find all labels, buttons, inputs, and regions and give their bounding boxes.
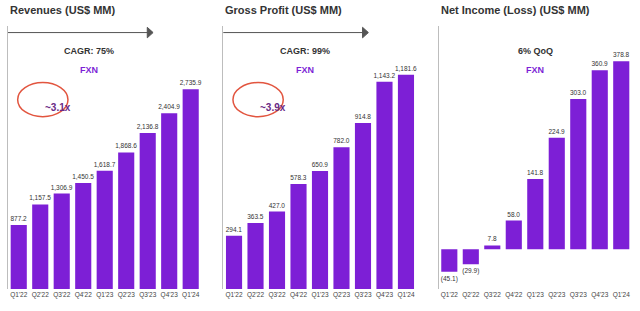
- svg-text:Revenues (US$ MM): Revenues (US$ MM): [10, 4, 115, 16]
- svg-text:427.0: 427.0: [269, 202, 286, 209]
- svg-text:Q4'23: Q4'23: [161, 291, 179, 299]
- svg-text:Q2'22: Q2'22: [247, 291, 265, 299]
- svg-text:Q2'22: Q2'22: [32, 291, 50, 299]
- svg-text:378.8: 378.8: [613, 51, 630, 58]
- svg-text:FXN: FXN: [80, 65, 98, 75]
- svg-text:6% QoQ: 6% QoQ: [518, 46, 553, 56]
- svg-text:224.9: 224.9: [548, 128, 565, 135]
- svg-text:Q1'24: Q1'24: [182, 291, 200, 299]
- svg-text:360.9: 360.9: [591, 60, 608, 67]
- svg-text:1,618.7: 1,618.7: [94, 161, 116, 168]
- svg-text:877.2: 877.2: [10, 215, 27, 222]
- svg-text:~3.9x: ~3.9x: [260, 102, 286, 113]
- svg-text:1,306.9: 1,306.9: [51, 184, 73, 191]
- svg-text:Q1'23: Q1'23: [96, 291, 114, 299]
- svg-text:650.9: 650.9: [312, 161, 329, 168]
- svg-text:Q1'23: Q1'23: [527, 291, 545, 299]
- svg-text:303.0: 303.0: [570, 89, 587, 96]
- svg-text:2,735.9: 2,735.9: [180, 79, 202, 86]
- svg-text:Q1'24: Q1'24: [613, 291, 631, 299]
- svg-text:Q4'22: Q4'22: [290, 291, 308, 299]
- svg-text:2,404.9: 2,404.9: [158, 103, 180, 110]
- svg-text:(45.1): (45.1): [441, 275, 458, 283]
- svg-text:Q3'23: Q3'23: [139, 291, 157, 299]
- svg-text:Q3'23: Q3'23: [570, 291, 588, 299]
- svg-text:Q3'23: Q3'23: [354, 291, 372, 299]
- svg-text:FXN: FXN: [296, 65, 314, 75]
- svg-text:782.0: 782.0: [333, 137, 350, 144]
- svg-text:FXN: FXN: [526, 65, 544, 75]
- svg-text:Gross Profit (US$ MM): Gross Profit (US$ MM): [225, 4, 342, 16]
- svg-text:Q4'22: Q4'22: [505, 291, 523, 299]
- svg-text:~3.1x: ~3.1x: [45, 102, 71, 113]
- svg-text:Q3'22: Q3'22: [484, 291, 502, 299]
- svg-text:1,868.6: 1,868.6: [115, 142, 137, 149]
- svg-text:58.0: 58.0: [507, 211, 520, 218]
- svg-text:Q2'23: Q2'23: [548, 291, 566, 299]
- svg-text:Q2'23: Q2'23: [333, 291, 351, 299]
- svg-text:141.8: 141.8: [527, 169, 544, 176]
- svg-text:1,157.5: 1,157.5: [29, 194, 51, 201]
- svg-text:578.3: 578.3: [290, 174, 307, 181]
- svg-text:1,143.2: 1,143.2: [373, 72, 395, 79]
- svg-text:1,450.5: 1,450.5: [72, 173, 94, 180]
- svg-text:Q1'22: Q1'22: [225, 291, 243, 299]
- svg-text:914.8: 914.8: [355, 113, 372, 120]
- svg-text:Q1'22: Q1'22: [441, 291, 459, 299]
- svg-text:7.8: 7.8: [488, 235, 497, 242]
- svg-text:2,136.8: 2,136.8: [137, 123, 159, 130]
- svg-text:Q4'23: Q4'23: [591, 291, 609, 299]
- svg-text:Q3'22: Q3'22: [268, 291, 286, 299]
- svg-text:Net Income (Loss) (US$ MM): Net Income (Loss) (US$ MM): [441, 4, 590, 16]
- svg-text:294.1: 294.1: [226, 226, 243, 233]
- svg-text:Q4'23: Q4'23: [376, 291, 394, 299]
- svg-text:Q2'22: Q2'22: [462, 291, 480, 299]
- svg-text:(29.9): (29.9): [462, 267, 479, 275]
- svg-text:Q1'22: Q1'22: [10, 291, 28, 299]
- svg-text:Q4'22: Q4'22: [75, 291, 93, 299]
- svg-text:363.5: 363.5: [247, 213, 264, 220]
- svg-text:Q2'23: Q2'23: [118, 291, 136, 299]
- svg-text:Q1'23: Q1'23: [311, 291, 329, 299]
- svg-text:1,181.6: 1,181.6: [395, 65, 417, 72]
- svg-text:Q3'22: Q3'22: [53, 291, 71, 299]
- svg-text:CAGR: 99%: CAGR: 99%: [280, 46, 330, 56]
- svg-text:CAGR: 75%: CAGR: 75%: [64, 46, 114, 56]
- svg-text:Q1'24: Q1'24: [397, 291, 415, 299]
